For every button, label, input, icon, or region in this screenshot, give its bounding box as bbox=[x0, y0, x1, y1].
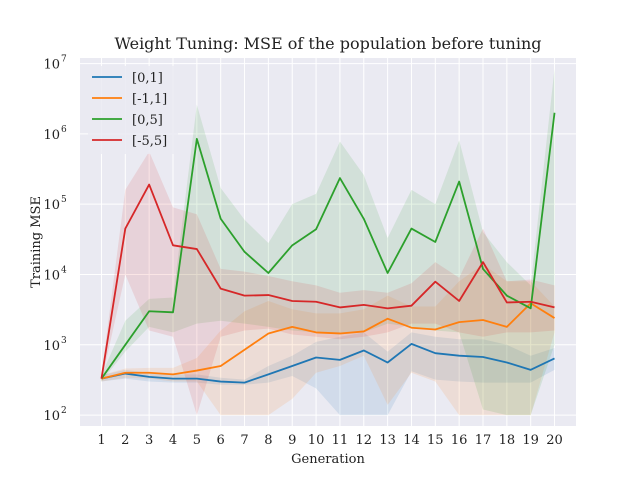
y-tick-label: 10 bbox=[43, 58, 60, 73]
x-tick-label: 16 bbox=[451, 433, 468, 448]
x-tick-label: 12 bbox=[355, 433, 372, 448]
chart-title: Weight Tuning: MSE of the population bef… bbox=[114, 34, 541, 53]
x-tick-label: 1 bbox=[97, 433, 105, 448]
y-tick-exponent: 5 bbox=[61, 195, 67, 205]
x-axis-label: Generation bbox=[291, 452, 365, 467]
x-tick-label: 14 bbox=[403, 433, 420, 448]
x-tick-label: 10 bbox=[308, 433, 325, 448]
y-tick-exponent: 6 bbox=[61, 125, 67, 135]
y-tick-label: 10 bbox=[43, 128, 60, 143]
y-tick-exponent: 3 bbox=[61, 336, 67, 346]
x-tick-label: 2 bbox=[121, 433, 129, 448]
x-tick-label: 4 bbox=[169, 433, 177, 448]
y-tick-exponent: 2 bbox=[61, 406, 67, 416]
x-tick-label: 3 bbox=[145, 433, 153, 448]
x-tick-label: 5 bbox=[193, 433, 201, 448]
y-tick-label: 10 bbox=[43, 339, 60, 354]
x-tick-label: 9 bbox=[288, 433, 296, 448]
x-tick-labels: 1 2 3 4 5 6 7 8 9 10 11 12 13 14 15 16 17 18 19 20 bbox=[97, 433, 562, 448]
x-tick-label: 6 bbox=[217, 433, 225, 448]
legend-label-1: [-1,1] bbox=[132, 92, 167, 107]
x-tick-label: 19 bbox=[522, 433, 539, 448]
x-tick-label: 15 bbox=[427, 433, 444, 448]
y-axis-label: Training MSE bbox=[29, 196, 44, 288]
x-tick-label: 17 bbox=[475, 433, 492, 448]
legend-label-0: [0,1] bbox=[132, 71, 163, 86]
legend: [0,1] [-1,1] [0,5] [-5,5] bbox=[88, 66, 178, 154]
y-tick-label: 10 bbox=[43, 409, 60, 424]
x-tick-label: 13 bbox=[379, 433, 396, 448]
x-tick-label: 20 bbox=[546, 433, 563, 448]
x-tick-label: 18 bbox=[499, 433, 516, 448]
y-tick-exponent: 7 bbox=[61, 55, 67, 65]
x-tick-label: 8 bbox=[264, 433, 272, 448]
x-tick-label: 11 bbox=[332, 433, 349, 448]
y-tick-label: 10 bbox=[43, 198, 60, 213]
legend-label-2: [0,5] bbox=[132, 113, 163, 128]
y-tick-label: 10 bbox=[43, 268, 60, 283]
y-tick-exponent: 4 bbox=[61, 265, 67, 275]
x-tick-label: 7 bbox=[240, 433, 248, 448]
legend-label-3: [-5,5] bbox=[132, 134, 167, 149]
